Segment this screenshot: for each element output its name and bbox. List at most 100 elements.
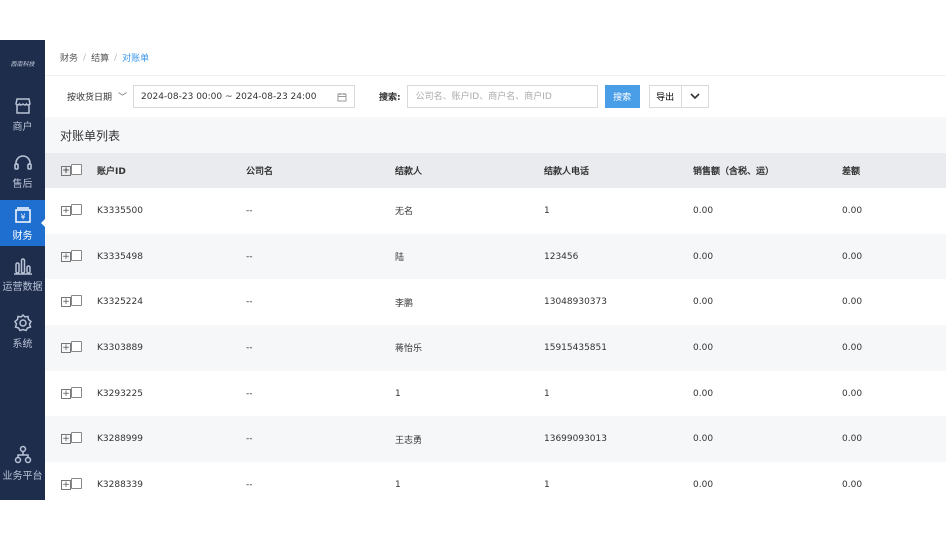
export-dropdown-button[interactable] [681, 85, 709, 108]
cell-difference: 0.00 [842, 205, 863, 216]
row-checkbox[interactable] [71, 386, 82, 398]
chevron-down-icon [690, 93, 700, 100]
cell-payee-phone: 123456 [544, 233, 693, 280]
expand-row-icon[interactable]: + [61, 251, 71, 262]
store-icon [14, 98, 31, 114]
sidebar-item-label: 业务平台 [2, 471, 43, 482]
table-row: + K3288999 -- 王志勇 13699093013 0.00 0.00 [45, 416, 946, 463]
cell-sales: 0.00 [693, 233, 842, 280]
list-title: 对账单列表 [45, 117, 946, 153]
col-payee: 结款人 [395, 153, 544, 188]
cell-payee-phone: 15915435851 [544, 325, 693, 371]
sidebar: 西南科技 商户 售后 ¥ 财务 运营数据 系统 业务平台 [0, 40, 46, 500]
table-row: + K3335498 -- 陆 123456 0.00 0.00 [45, 233, 946, 280]
cell-payee: 1 [395, 388, 401, 399]
finance-icon: ¥ [14, 206, 31, 223]
gear-icon [13, 313, 32, 332]
svg-text:¥: ¥ [20, 212, 25, 221]
cell-payee-phone: 1 [544, 388, 550, 399]
headset-icon [13, 155, 32, 170]
logo: 西南科技 [10, 60, 35, 68]
sidebar-item-label: 售后 [12, 179, 33, 190]
row-checkbox[interactable] [71, 340, 82, 352]
cell-company: -- [246, 416, 395, 463]
date-type-select[interactable]: 按收货日期 ﹀ [67, 90, 127, 103]
cell-account-id: K3335500 [97, 205, 143, 216]
cell-company: -- [246, 388, 253, 399]
cell-payee-phone: 13048930373 [544, 297, 607, 308]
col-company: 公司名 [246, 153, 395, 188]
expand-row-icon[interactable]: + [61, 342, 71, 353]
table-row: + K3293225 -- 1 1 0.00 0.00 [45, 371, 946, 417]
cell-difference: 0.00 [842, 416, 946, 463]
sidebar-item-label: 商户 [12, 122, 33, 133]
cell-payee: 王志勇 [395, 416, 544, 463]
row-checkbox[interactable] [71, 249, 82, 261]
col-difference: 差额 [842, 153, 946, 188]
breadcrumb-finance[interactable]: 财务 [60, 54, 79, 64]
cell-account-id: K3325224 [97, 297, 143, 308]
cell-difference: 0.00 [842, 479, 863, 490]
breadcrumb-current: 对账单 [122, 54, 150, 64]
expand-row-icon[interactable]: + [61, 205, 71, 216]
sidebar-item-merchant[interactable]: 商户 [0, 86, 45, 143]
cell-sales: 0.00 [693, 297, 714, 308]
cell-payee: 李鹏 [395, 298, 414, 309]
cell-difference: 0.00 [842, 233, 946, 280]
breadcrumb-settlement[interactable]: 结算 [91, 54, 110, 64]
expand-row-icon[interactable]: + [61, 434, 71, 445]
cell-sales: 0.00 [693, 388, 714, 399]
expand-row-icon[interactable]: + [61, 479, 71, 490]
date-type-value: 按收货日期 [67, 93, 113, 103]
cell-sales: 0.00 [693, 479, 714, 490]
cell-sales: 0.00 [693, 325, 842, 371]
export-button[interactable]: 导出 [648, 85, 682, 108]
table-row: + K3335500 -- 无名 1 0.00 0.00 [45, 188, 946, 234]
chevron-down-icon: ﹀ [118, 93, 128, 103]
sidebar-item-aftersale[interactable]: 售后 [0, 143, 45, 200]
main-content: 财务 / 结算 / 对账单 按收货日期 ﹀ 2024-08-23 00:00 ~ 2… [45, 40, 946, 500]
cell-difference: 0.00 [842, 297, 863, 308]
date-range-value: 2024-08-23 00:00 ~ 2024-08-23 24:00 [141, 91, 317, 102]
table-row: + K3288339 -- 1 1 0.00 0.00 [45, 462, 946, 508]
filter-bar: 按收货日期 ﹀ 2024-08-23 00:00 ~ 2024-08-23 24… [45, 75, 946, 117]
sidebar-item-business-platform[interactable]: 业务平台 [0, 435, 45, 492]
table-header: + 账户ID 公司名 结款人 结款人电话 销售额（含税、运） 差额 [45, 153, 946, 188]
table-row: + K3325224 -- 李鹏 13048930373 0.00 0.00 [45, 279, 946, 325]
row-checkbox[interactable] [71, 295, 82, 307]
sidebar-item-finance[interactable]: ¥ 财务 [0, 200, 46, 246]
sidebar-item-operations[interactable]: 运营数据 [0, 246, 45, 303]
sidebar-item-system[interactable]: 系统 [0, 303, 45, 360]
search-input[interactable] [406, 85, 598, 108]
date-range-picker[interactable]: 2024-08-23 00:00 ~ 2024-08-23 24:00 [133, 85, 356, 108]
cell-difference: 0.00 [842, 388, 863, 399]
select-all-checkbox[interactable] [71, 163, 82, 175]
search-label: 搜索: [379, 93, 401, 103]
cell-sales: 0.00 [693, 205, 714, 216]
row-checkbox[interactable] [71, 203, 82, 215]
cell-sales: 0.00 [693, 416, 842, 463]
cell-payee-phone: 1 [544, 479, 550, 490]
sidebar-item-label: 运营数据 [2, 282, 43, 293]
table-row: + K3303889 -- 蒋怡乐 15915435851 0.00 0.00 [45, 325, 946, 371]
cell-payee-phone: 13699093013 [544, 416, 693, 463]
sidebar-item-label: 财务 [12, 230, 33, 242]
cell-account-id: K3303889 [97, 325, 246, 371]
expand-row-icon[interactable]: + [61, 297, 71, 308]
cell-payee: 1 [395, 479, 401, 490]
bar-chart-icon [13, 258, 32, 275]
cell-account-id: K3293225 [97, 388, 143, 399]
col-account-id: 账户ID [97, 153, 246, 188]
cell-company: -- [246, 325, 395, 371]
search-button[interactable]: 搜索 [604, 85, 640, 108]
expand-row-icon[interactable]: + [61, 388, 71, 399]
cell-account-id: K3288999 [97, 416, 246, 463]
row-checkbox[interactable] [71, 432, 82, 444]
col-sales: 销售额（含税、运） [693, 153, 842, 188]
cell-account-id: K3335498 [97, 233, 246, 280]
expand-all-icon[interactable]: + [61, 165, 71, 176]
cell-difference: 0.00 [842, 325, 946, 371]
row-checkbox[interactable] [71, 477, 82, 489]
breadcrumb: 财务 / 结算 / 对账单 [60, 52, 150, 65]
cell-payee-phone: 1 [544, 205, 550, 216]
